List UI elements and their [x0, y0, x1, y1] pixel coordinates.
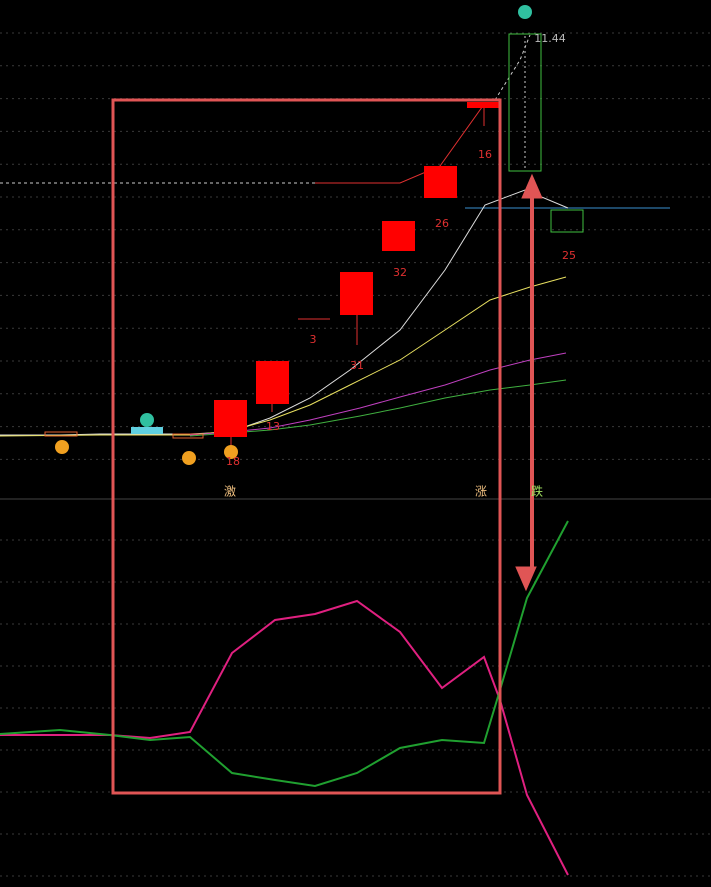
ma-magenta [189, 352, 567, 436]
candle-small [131, 427, 163, 434]
ma-yellow [0, 276, 567, 437]
candle-label: 31 [350, 359, 364, 372]
grid [0, 32, 711, 877]
candle-label: 13 [266, 420, 280, 433]
candle [467, 102, 500, 108]
candle-label: 3 [310, 333, 317, 346]
candle-label: 18 [226, 455, 240, 468]
signal-label: 激 [224, 485, 236, 499]
ma-green [189, 379, 567, 437]
candle-label: 25 [562, 249, 576, 262]
candle-small [172, 433, 204, 439]
price-label: 11.44 [534, 32, 566, 45]
candle-label: 32 [393, 266, 407, 279]
highlight-box [111, 98, 502, 795]
candle [424, 166, 457, 198]
candle-small [44, 431, 78, 437]
candle [214, 400, 247, 437]
ma-white [0, 189, 569, 436]
candle-hollow [508, 33, 542, 172]
candle-label: 26 [435, 217, 449, 230]
indicator-green [0, 520, 569, 788]
candle-label: 16 [478, 148, 492, 161]
markers [55, 5, 532, 465]
candle [256, 361, 289, 404]
candles [44, 33, 584, 448]
signal-label: 涨 [475, 484, 487, 499]
signal-label: 跌 [531, 484, 543, 499]
candle [382, 221, 415, 251]
candle [340, 272, 373, 315]
double-arrow [515, 173, 543, 592]
candle-hollow [550, 209, 584, 233]
